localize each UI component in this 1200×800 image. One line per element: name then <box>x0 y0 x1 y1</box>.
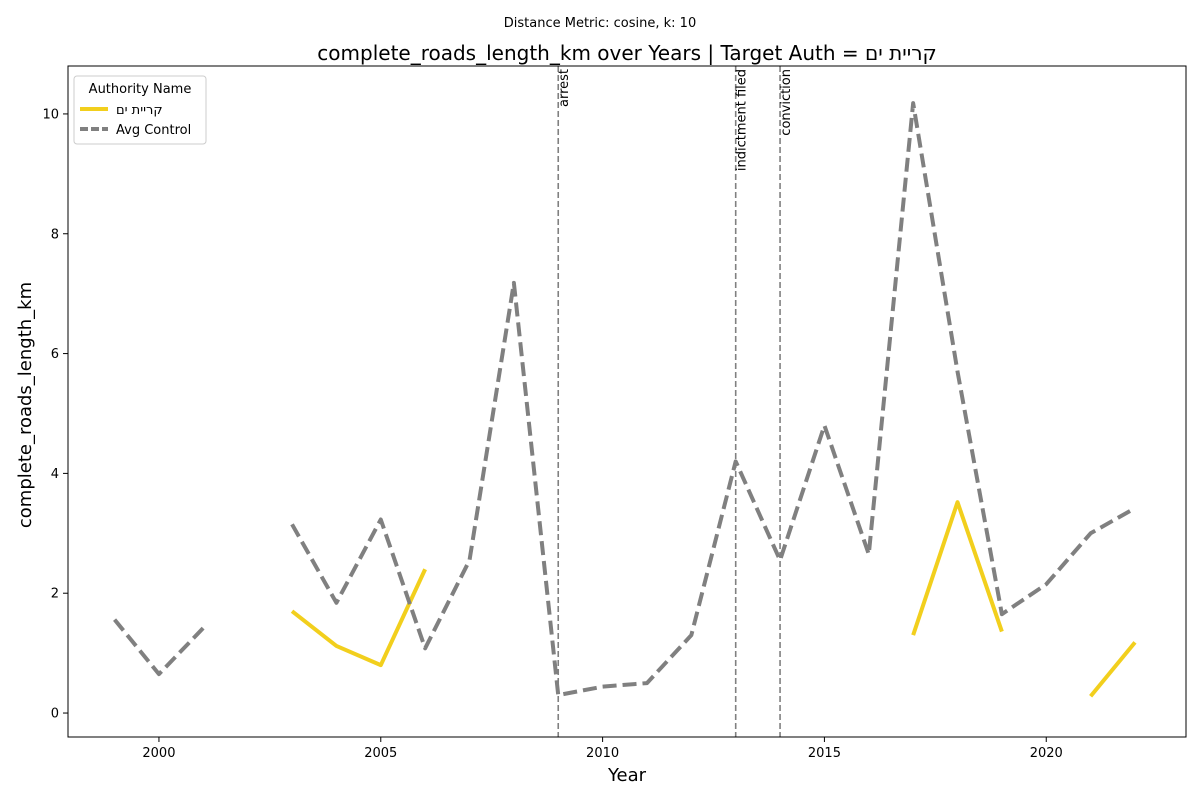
target-auth-line <box>1089 641 1137 698</box>
avg-control-line <box>290 101 1136 698</box>
y-tick-label: 0 <box>51 707 59 722</box>
legend-title: Authority Name <box>89 82 192 97</box>
x-tick-label: 2015 <box>808 746 841 761</box>
event-label: conviction <box>779 69 794 136</box>
target-auth-line <box>911 500 1004 636</box>
x-axis-label: Year <box>607 765 647 786</box>
avg-control-line <box>113 618 205 677</box>
plot-frame <box>67 65 1187 738</box>
y-tick-label: 8 <box>51 227 59 242</box>
legend: Authority Name קריית ים Avg Control <box>73 75 207 145</box>
x-tick-label: 2005 <box>364 746 397 761</box>
target-auth-line <box>290 568 427 668</box>
event-label: indictment filed <box>735 69 750 171</box>
series-lines <box>113 101 1137 698</box>
legend-label: Avg Control <box>116 123 191 138</box>
x-tick-label: 2010 <box>586 746 619 761</box>
y-tick-label: 10 <box>42 107 59 122</box>
y-axis-label: complete_roads_length_km <box>15 282 36 528</box>
event-label: arrest <box>557 69 572 107</box>
chart-suptitle: Distance Metric: cosine, k: 10 <box>504 16 696 31</box>
event-markers: arrest indictment filed conviction <box>557 66 794 737</box>
x-tick-label: 2000 <box>142 746 175 761</box>
chart-title: complete_roads_length_km over Years | Ta… <box>317 41 936 65</box>
y-tick-label: 4 <box>51 467 59 482</box>
x-tick-label: 2020 <box>1030 746 1063 761</box>
legend-items: קריית ים Avg Control <box>80 103 191 138</box>
y-tick-label: 6 <box>51 347 59 362</box>
y-tick-label: 2 <box>51 587 59 602</box>
legend-label: קריית ים <box>116 103 163 118</box>
axis-ticks: 2000 2005 2010 2015 2020 0 2 4 6 8 10 <box>42 107 1062 761</box>
